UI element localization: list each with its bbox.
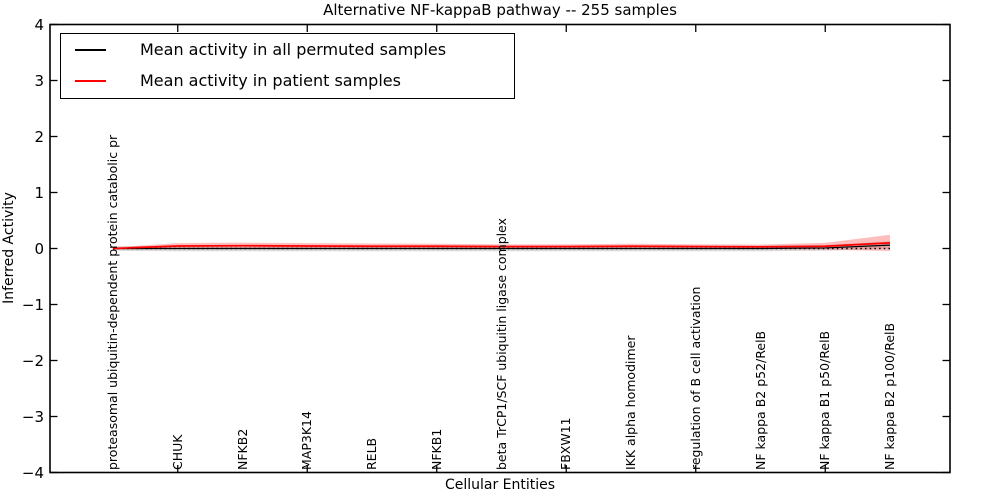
permuted-mean-line xyxy=(113,244,891,250)
y-tick-label: −2 xyxy=(21,351,44,370)
patient-mean-line xyxy=(112,242,891,250)
chart-title: Alternative NF-kappaB pathway -- 255 sam… xyxy=(323,1,677,19)
x-entity-label: NF kappa B1 p50/RelB xyxy=(817,330,833,470)
legend-label: Mean activity in all permuted samples xyxy=(140,40,447,59)
x-entity-label: proteasomal ubiquitin-dependent protein … xyxy=(105,134,120,470)
x-entity-label: NFKB2 xyxy=(234,428,250,470)
x-entity-label: FBXW11 xyxy=(558,417,574,470)
x-entity-label: IKK alpha homodimer xyxy=(623,335,638,471)
x-entity-label: CHUK xyxy=(169,434,185,470)
y-tick-label: −3 xyxy=(21,407,44,426)
legend-item-patient: Mean activity in patient samples xyxy=(61,65,514,96)
y-tick-label: 3 xyxy=(34,71,44,90)
x-entity-label: regulation of B cell activation xyxy=(687,286,703,470)
y-tick-label: 0 xyxy=(34,239,44,258)
x-entity-label: MAP3K14 xyxy=(299,411,315,470)
patient-line-sample xyxy=(75,79,106,82)
legend: Mean activity in all permuted samples Me… xyxy=(60,33,515,99)
x-axis-label: Cellular Entities xyxy=(444,477,556,493)
x-entity-label: RELB xyxy=(364,437,379,470)
x-entity-label: NF kappa B2 p52/RelB xyxy=(752,330,768,470)
x-entity-label: NFKB1 xyxy=(428,428,444,470)
y-tick-label: 1 xyxy=(34,183,44,202)
legend-label: Mean activity in patient samples xyxy=(140,71,401,90)
permuted-line-sample xyxy=(75,48,106,51)
y-tick-label: 2 xyxy=(34,127,44,146)
legend-item-permuted: Mean activity in all permuted samples xyxy=(61,34,514,65)
y-tick-label: 4 xyxy=(34,15,44,34)
x-entity-label: beta TrCP1/SCF ubiquitin ligase complex xyxy=(493,218,509,470)
y-tick-label: −4 xyxy=(21,463,44,482)
x-entity-label: NF kappa B2 p100/RelB xyxy=(882,322,897,470)
y-tick-label: −1 xyxy=(21,295,44,314)
